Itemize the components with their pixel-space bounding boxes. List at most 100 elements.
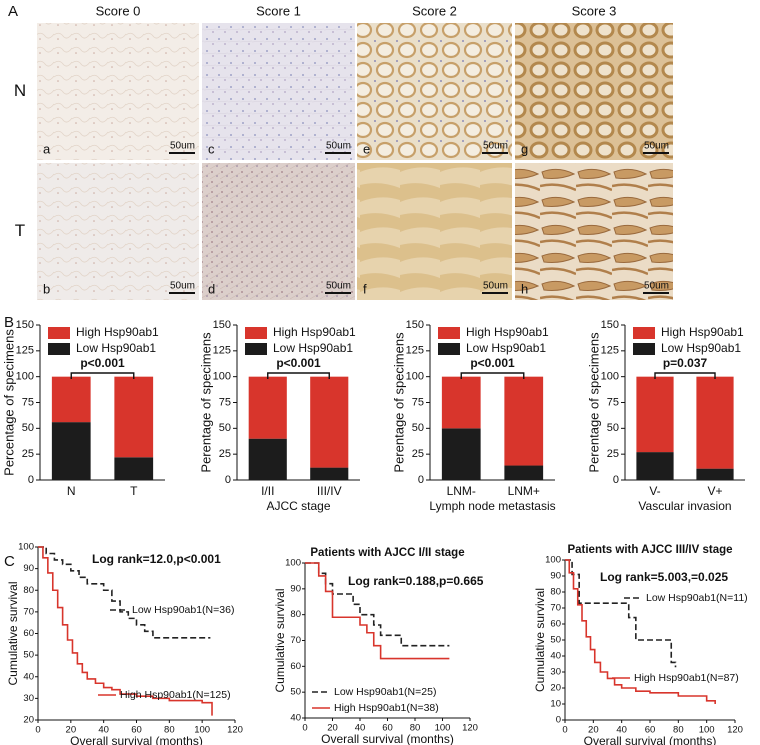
legend-swatch <box>245 327 267 339</box>
x-tick-label: 80 <box>410 723 421 734</box>
survival-curve <box>565 559 716 704</box>
y-tick-label: 150 <box>601 319 619 331</box>
x-tick-label: 80 <box>673 725 684 736</box>
bar-segment <box>504 465 544 480</box>
x-tick-label: 80 <box>164 725 175 736</box>
bar-segment <box>441 428 481 480</box>
annotation: Log rank=0.188,p=0.665 <box>348 574 484 588</box>
significance-bracket <box>70 372 135 379</box>
column-header: Score 0 <box>96 3 141 18</box>
x-tick-label: 60 <box>131 725 142 736</box>
annotation: Log rank=12.0,p<0.001 <box>92 552 221 566</box>
p-value: p<0.001 <box>276 356 321 370</box>
y-tick-label: 25 <box>22 448 34 460</box>
y-tick-label: 100 <box>285 558 301 569</box>
x-axis-label: AJCC stage <box>266 499 330 513</box>
x-tick-label: 60 <box>645 725 656 736</box>
x-tick-label: LNM- <box>447 484 476 498</box>
chart-title: Patients with AJCC III/IV stage <box>567 544 732 556</box>
bar-segment <box>248 376 287 439</box>
image-label: e <box>363 141 370 156</box>
x-tick-label: 40 <box>355 723 366 734</box>
y-tick-label: 50 <box>22 422 34 434</box>
y-tick-label: 150 <box>213 319 231 331</box>
x-tick-label: T <box>130 484 138 498</box>
scale-label: 50um <box>644 281 669 292</box>
y-tick-label: 100 <box>545 555 561 566</box>
y-tick-label: 60 <box>550 619 561 630</box>
legend-swatch <box>245 343 267 355</box>
p-value: p<0.001 <box>470 356 515 370</box>
x-tick-label: N <box>67 484 76 498</box>
y-axis-label: Cumulative survival <box>533 588 547 692</box>
bar-segment <box>504 376 544 466</box>
x-tick-label: 20 <box>66 725 77 736</box>
column-header: Score 3 <box>572 3 617 18</box>
histology-texture <box>515 23 673 160</box>
legend-label: High Hsp90ab1 <box>466 325 549 339</box>
y-tick-label: 50 <box>290 687 301 698</box>
x-tick-label: 20 <box>327 723 338 734</box>
legend-label: Low Hsp90ab1(N=25) <box>334 686 436 698</box>
y-tick-label: 50 <box>219 422 231 434</box>
y-axis-label: Perentage of specimens <box>391 332 406 473</box>
y-tick-label: 0 <box>28 474 34 486</box>
y-tick-label: 70 <box>23 606 34 617</box>
x-axis-label: Lymph node metastasis <box>429 499 555 513</box>
y-tick-label: 75 <box>607 396 619 408</box>
y-tick-label: 20 <box>550 683 561 694</box>
legend-label: Low Hsp90ab1 <box>661 341 741 355</box>
bar-segment <box>114 457 154 480</box>
histology-texture <box>202 163 355 300</box>
x-tick-label: 120 <box>727 725 743 736</box>
significance-bracket <box>267 372 330 379</box>
x-tick-label: 100 <box>435 723 451 734</box>
x-axis-label: Vascular invasion <box>638 499 731 513</box>
x-tick-label: 100 <box>699 725 715 736</box>
x-tick-label: 120 <box>227 725 243 736</box>
y-tick-label: 75 <box>22 396 34 408</box>
panel-label: B <box>4 314 14 331</box>
scale-label: 50um <box>644 141 669 152</box>
y-tick-label: 75 <box>219 396 231 408</box>
legend-label: High Hsp90ab1(N=38) <box>334 702 439 714</box>
y-tick-label: 125 <box>213 345 231 357</box>
y-axis-label: Perentage of specimens <box>586 332 601 473</box>
legend-label: High Hsp90ab1 <box>273 325 356 339</box>
scale-label: 50um <box>170 281 195 292</box>
histology-texture <box>37 23 199 160</box>
y-tick-label: 0 <box>613 474 619 486</box>
x-tick-label: 60 <box>382 723 393 734</box>
x-tick-label: 40 <box>616 725 627 736</box>
legend-label: High Hsp90ab1 <box>661 325 744 339</box>
y-tick-label: 90 <box>23 563 34 574</box>
legend-label: Low Hsp90ab1(N=11) <box>646 592 748 604</box>
y-tick-label: 125 <box>16 345 34 357</box>
significance-bracket <box>460 372 525 379</box>
y-tick-label: 125 <box>406 345 424 357</box>
x-tick-label: LNM+ <box>508 484 540 498</box>
y-tick-label: 70 <box>290 635 301 646</box>
scale-label: 50um <box>326 141 351 152</box>
x-tick-label: 120 <box>462 723 478 734</box>
y-tick-label: 30 <box>550 667 561 678</box>
legend-swatch <box>438 343 460 355</box>
y-tick-label: 80 <box>290 609 301 620</box>
y-tick-label: 25 <box>219 448 231 460</box>
x-axis-label: Overall survival (months) <box>70 734 203 745</box>
bar-segment <box>310 376 349 468</box>
y-tick-label: 100 <box>18 542 34 553</box>
histology-texture <box>37 163 199 300</box>
y-tick-label: 25 <box>607 448 619 460</box>
panel-label: C <box>4 553 15 570</box>
y-tick-label: 60 <box>290 661 301 672</box>
image-label: a <box>43 141 51 156</box>
y-tick-label: 100 <box>213 371 231 383</box>
x-tick-label: III/IV <box>317 484 342 498</box>
x-tick-label: 0 <box>35 725 40 736</box>
legend-swatch <box>633 327 655 339</box>
y-tick-label: 40 <box>550 651 561 662</box>
column-header: Score 1 <box>256 3 301 18</box>
y-tick-label: 100 <box>16 371 34 383</box>
bar-segment <box>51 422 91 480</box>
